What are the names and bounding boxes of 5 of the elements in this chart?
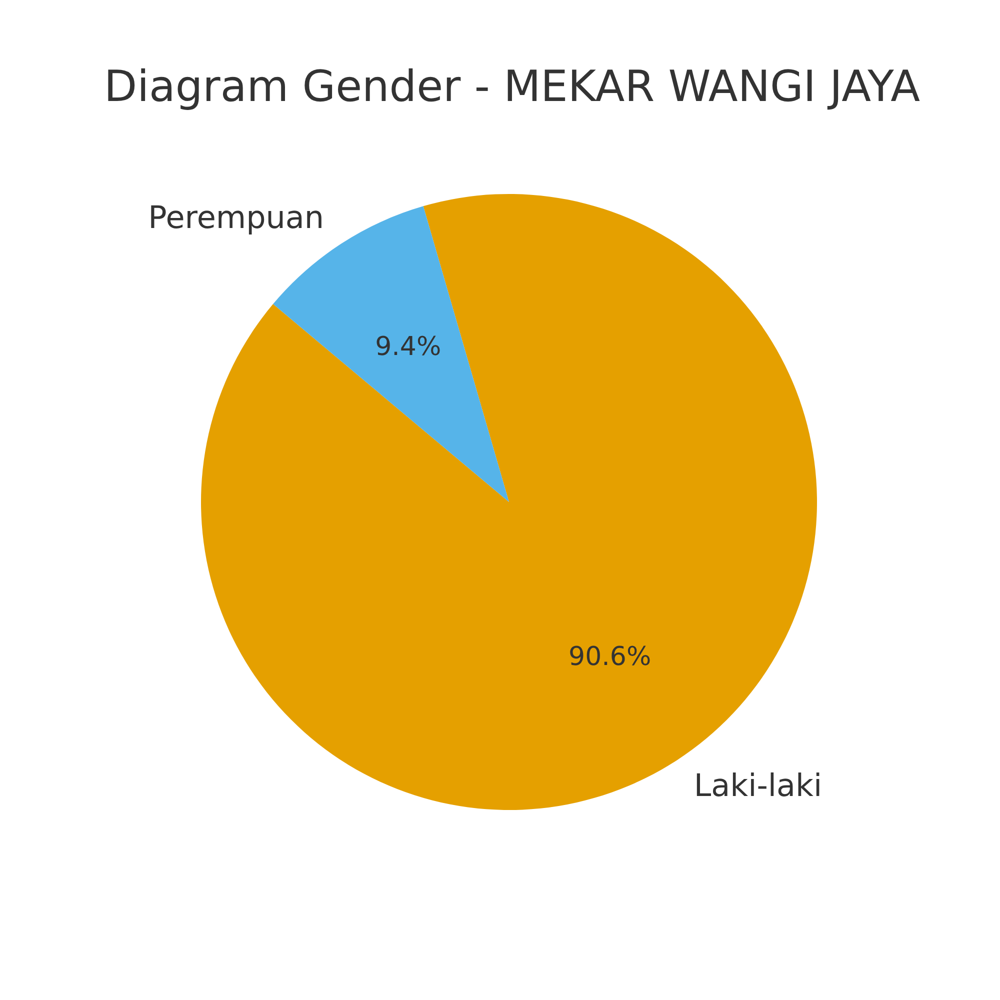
chart-title: Diagram Gender - MEKAR WANGI JAYA: [102, 62, 922, 112]
data-label: 90.6%: [568, 642, 652, 672]
data-label: 9.4%: [375, 332, 442, 362]
slice-label: Laki-laki: [694, 768, 822, 804]
slice-label: Perempuan: [148, 200, 324, 236]
